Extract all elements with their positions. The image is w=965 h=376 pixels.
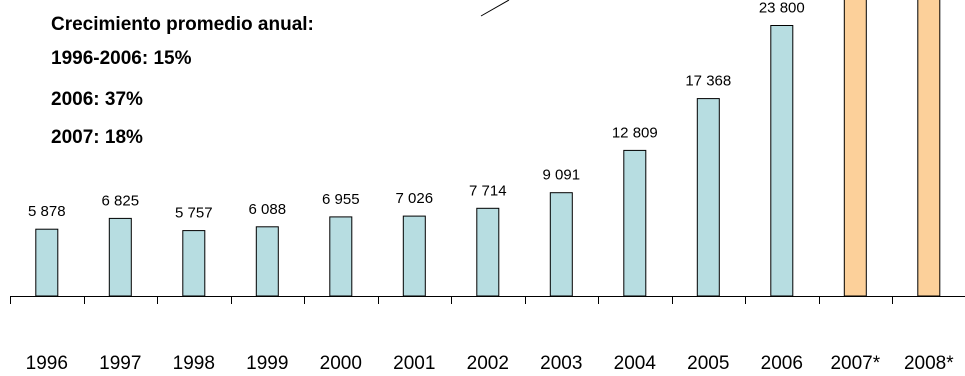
- x-tick-label-2005: 2005: [687, 353, 729, 374]
- x-tick-label-2007*: 2007*: [830, 353, 880, 374]
- bar-1999: [255, 226, 279, 297]
- bar-1998: [182, 230, 206, 297]
- bar-2008*: [917, 0, 941, 297]
- annotation-growth-2007: 2007: 18%: [51, 127, 143, 148]
- bar-2005: [696, 98, 720, 297]
- x-tick-label-2006: 2006: [761, 353, 803, 374]
- bar-2003: [549, 192, 573, 297]
- value-label-2003: 9 091: [543, 167, 581, 184]
- x-tick-label-2002: 2002: [467, 353, 509, 374]
- bar-2000: [329, 216, 353, 297]
- annotation-title: Crecimiento promedio anual:: [51, 14, 314, 35]
- value-label-2002: 7 714: [469, 182, 507, 199]
- x-tick-label-1997: 1997: [99, 353, 141, 374]
- x-tick-label-2001: 2001: [393, 353, 435, 374]
- x-tick-label-2000: 2000: [320, 353, 362, 374]
- x-tick-label-1999: 1999: [246, 353, 288, 374]
- bar-1997: [108, 217, 132, 297]
- value-label-2006: 23 800: [759, 0, 805, 17]
- value-label-1999: 6 088: [249, 201, 287, 218]
- annotation-growth-2006: 2006: 37%: [51, 89, 143, 110]
- value-label-1998: 5 757: [175, 205, 213, 222]
- bar-2002: [476, 207, 500, 297]
- value-label-2000: 6 955: [322, 191, 360, 208]
- bar-2007*: [843, 0, 867, 297]
- value-label-2001: 7 026: [396, 190, 434, 207]
- callout-line: [480, 0, 510, 17]
- value-label-2004: 12 809: [612, 124, 658, 141]
- x-tick-label-2004: 2004: [614, 353, 657, 374]
- x-tick-label-1996: 1996: [26, 353, 68, 374]
- bar-2004: [623, 149, 647, 297]
- value-label-1996: 5 878: [28, 203, 66, 220]
- value-label-2005: 17 368: [685, 73, 731, 90]
- value-label-1997: 6 825: [102, 192, 140, 209]
- bar-2006: [770, 25, 794, 297]
- x-tick-label-1998: 1998: [173, 353, 215, 374]
- x-tick-label-2003: 2003: [540, 353, 582, 374]
- bar-1996: [35, 228, 59, 297]
- annotation-growth-1996-2006: 1996-2006: 15%: [51, 48, 192, 69]
- x-tick-label-2008*: 2008*: [904, 353, 954, 374]
- bar-2001: [402, 215, 426, 297]
